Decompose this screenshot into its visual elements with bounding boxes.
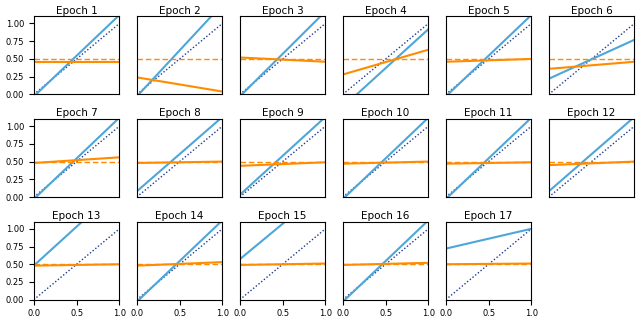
Title: Epoch 4: Epoch 4 — [365, 6, 406, 16]
Title: Epoch 10: Epoch 10 — [362, 108, 410, 118]
Title: Epoch 13: Epoch 13 — [52, 211, 101, 221]
Title: Epoch 12: Epoch 12 — [568, 108, 616, 118]
Title: Epoch 7: Epoch 7 — [56, 108, 97, 118]
Title: Epoch 6: Epoch 6 — [571, 6, 612, 16]
Title: Epoch 9: Epoch 9 — [262, 108, 303, 118]
Title: Epoch 1: Epoch 1 — [56, 6, 97, 16]
Title: Epoch 14: Epoch 14 — [156, 211, 204, 221]
Title: Epoch 3: Epoch 3 — [262, 6, 303, 16]
Title: Epoch 15: Epoch 15 — [259, 211, 307, 221]
Title: Epoch 17: Epoch 17 — [465, 211, 513, 221]
Title: Epoch 11: Epoch 11 — [465, 108, 513, 118]
Title: Epoch 2: Epoch 2 — [159, 6, 200, 16]
Title: Epoch 8: Epoch 8 — [159, 108, 200, 118]
Title: Epoch 5: Epoch 5 — [468, 6, 509, 16]
Title: Epoch 16: Epoch 16 — [362, 211, 410, 221]
